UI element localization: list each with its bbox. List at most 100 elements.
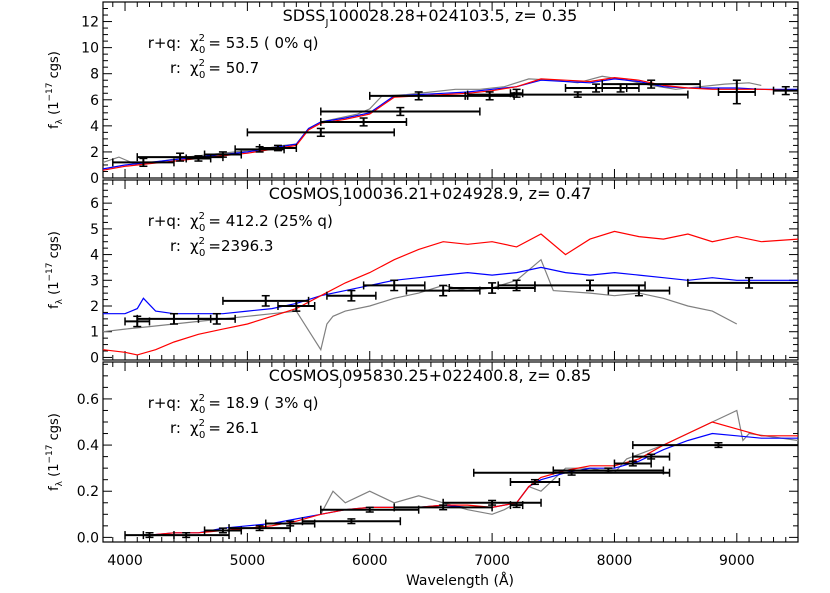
y-tick-label: 2 — [90, 299, 99, 315]
photometry-point — [601, 83, 640, 93]
photometry-point — [772, 85, 798, 96]
y-tick-label: 0 — [90, 171, 99, 187]
photometry-point — [362, 279, 426, 292]
photometry-point — [509, 501, 524, 510]
fit-chi-squared: χ2 0 = 53.5 ( 0% q) — [190, 33, 318, 56]
photometry-point — [142, 531, 230, 540]
photometry-point — [320, 505, 420, 514]
fit-chi-squared: χ2 0 = 18.9 ( 3% q) — [190, 393, 318, 416]
y-tick-label: 4 — [90, 248, 99, 264]
fit-stat-fit_rq: r+q: χ2 0 = 412.2 (25% q) — [148, 211, 333, 234]
y-tick-label: 5 — [90, 222, 99, 238]
y-tick-label: 0.0 — [77, 530, 99, 546]
y-tick-label: 2 — [90, 145, 99, 161]
photometry-point — [687, 276, 798, 289]
photometry-point — [717, 79, 756, 105]
fit-chi-squared: χ2 0 = 412.2 (25% q) — [190, 211, 333, 234]
y-tick-label: 1 — [90, 325, 99, 341]
x-tick-label: 7000 — [474, 553, 510, 569]
photometry-point — [258, 144, 298, 153]
photometry-point — [607, 284, 671, 297]
x-tick-label: 8000 — [597, 553, 633, 569]
fit-stat-fit_r: r: χ2 0 =2396.3 — [170, 236, 273, 259]
panel-title: COSMOSJ095830.25+022400.8, z= 0.85 — [269, 366, 591, 389]
fit-label: r: — [170, 419, 181, 437]
fit-stat-fit_r: r: χ2 0 = 26.1 — [170, 418, 259, 441]
y-tick-label: 6 — [90, 196, 99, 212]
photometry-point — [497, 279, 536, 292]
photometry-point — [534, 279, 646, 292]
y-tick-label: 6 — [90, 93, 99, 109]
series-red — [125, 421, 798, 536]
fit-stat-fit_rq: r+q: χ2 0 = 18.9 ( 3% q) — [148, 393, 319, 416]
y-tick-label: 0.6 — [77, 392, 99, 408]
photometry-group — [124, 276, 798, 328]
photometry-point — [320, 117, 408, 127]
y-tick-label: 12 — [81, 15, 99, 31]
photometry-point — [464, 91, 515, 101]
photometry-point — [277, 300, 316, 312]
y-tick-label: 0.4 — [77, 438, 99, 454]
photometry-point — [197, 312, 236, 325]
photometry-point — [246, 127, 395, 138]
series-gray — [103, 75, 762, 166]
photometry-point — [632, 441, 798, 450]
photometry-point — [466, 90, 689, 99]
panel-title: COSMOSJ100036.21+024928.9, z= 0.47 — [269, 184, 591, 207]
fit-chi-squared: χ2 0 =2396.3 — [190, 236, 273, 259]
panel-3: 0.0 0.2 0.4 0.6 fλ (1−17 cgs) COSMOSJ095830.2… — [45, 361, 799, 546]
photometry-point — [601, 79, 701, 89]
panel-2: 0 1 2 3 4 5 6 fλ (1−17 cgs) COSMOSJ100036.21+024… — [45, 179, 799, 366]
y-tick-label: 0 — [90, 350, 99, 366]
fit-chi-squared: χ2 0 = 26.1 — [190, 418, 259, 441]
y-axis-label: fλ (1−17 cgs) — [45, 231, 65, 309]
fit-stat-fit_rq: r+q: χ2 0 = 53.5 ( 0% q) — [148, 33, 319, 56]
photometry-point — [203, 150, 243, 159]
panel-frame — [102, 361, 799, 543]
fit-label: r: — [170, 237, 181, 255]
fit-label: r+q: — [148, 394, 181, 412]
y-axis-label: fλ (1−17 cgs) — [45, 413, 65, 491]
series-blue — [125, 432, 798, 536]
photometry-point — [552, 466, 665, 475]
y-tick-label: 0.2 — [77, 484, 99, 500]
photometry-point — [442, 498, 542, 507]
x-tick-label: 5000 — [230, 553, 266, 569]
x-tick-label: 4000 — [107, 553, 143, 569]
y-axis-label: fλ (1−17 cgs) — [45, 51, 65, 129]
photometry-point — [509, 88, 524, 98]
y-tick-label: 3 — [90, 273, 99, 289]
photometry-group — [112, 79, 798, 168]
photometry-point — [326, 289, 377, 302]
x-axis: 4000 5000 6000 7000 8000 9000 — [107, 553, 754, 569]
panel-title: SDSSJ100028.28+024103.5, z= 0.35 — [283, 6, 578, 29]
series-gray — [103, 258, 738, 352]
photometry-point — [632, 452, 671, 461]
x-tick-label: 6000 — [352, 553, 388, 569]
y-tick-label: 8 — [90, 67, 99, 83]
y-tick-label: 10 — [81, 41, 99, 57]
panel-frame — [102, 179, 799, 361]
photometry-point — [185, 154, 212, 163]
photometry-point — [448, 282, 536, 294]
photometry-point — [112, 157, 175, 168]
fit-label: r+q: — [148, 212, 181, 230]
series-group — [103, 75, 798, 171]
panel-1: 0 2 4 6 8 10 12 fλ (1−17 cgs) SDSSJ100028.28+024… — [45, 1, 799, 187]
fit-chi-squared: χ2 0 = 50.7 — [190, 58, 259, 81]
photometry-point — [228, 524, 291, 533]
series-red — [103, 230, 798, 356]
photometry-point — [320, 106, 481, 117]
fit-label: r+q: — [148, 34, 181, 52]
x-tick-label: 9000 — [719, 553, 755, 569]
photometry-group — [124, 441, 798, 540]
fit-stat-fit_r: r: χ2 0 = 50.7 — [170, 58, 259, 81]
series-group — [103, 230, 798, 356]
photometry-point — [264, 519, 316, 528]
x-axis-label: Wavelength (Å) — [406, 572, 514, 589]
photometry-point — [509, 478, 561, 486]
fit-label: r: — [170, 59, 181, 77]
photometry-point — [301, 517, 402, 526]
